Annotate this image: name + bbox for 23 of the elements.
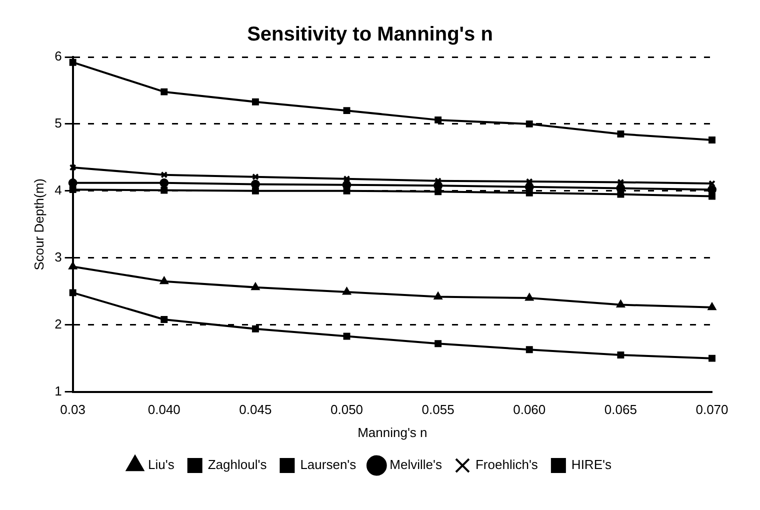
- y-tick-label: 5: [54, 116, 62, 131]
- y-tick-label: 2: [54, 316, 62, 332]
- legend-label: HIRE's: [571, 457, 612, 472]
- y-tick-label: 1: [54, 383, 62, 398]
- x-tick-label: 0.065: [604, 402, 637, 418]
- x-tick-label: 0.055: [422, 402, 454, 418]
- x-tick-label: 0.070: [696, 402, 728, 418]
- y-axis-title: Scour Depth(m): [31, 178, 46, 270]
- x-tick-label: 0.03: [60, 402, 86, 418]
- x-tick-label: 0.060: [513, 402, 546, 418]
- legend-label: Liu's: [148, 457, 175, 472]
- y-tick-label: 3: [54, 249, 62, 264]
- x-tick-label: 0.045: [239, 402, 272, 418]
- y-tick-label: 6: [54, 48, 62, 64]
- legend-label: Zaghloul's: [208, 457, 268, 472]
- legend-label: Melville's: [390, 457, 442, 472]
- x-axis-title: Manning's n: [358, 424, 428, 440]
- y-tick-label: 4: [54, 182, 62, 198]
- x-tick-label: 0.050: [330, 402, 364, 418]
- chart-title: Sensitivity to Manning's n: [247, 24, 493, 46]
- x-tick-label: 0.040: [148, 402, 180, 418]
- legend-label: Froehlich's: [475, 457, 538, 472]
- legend-label: Laursen's: [300, 457, 357, 472]
